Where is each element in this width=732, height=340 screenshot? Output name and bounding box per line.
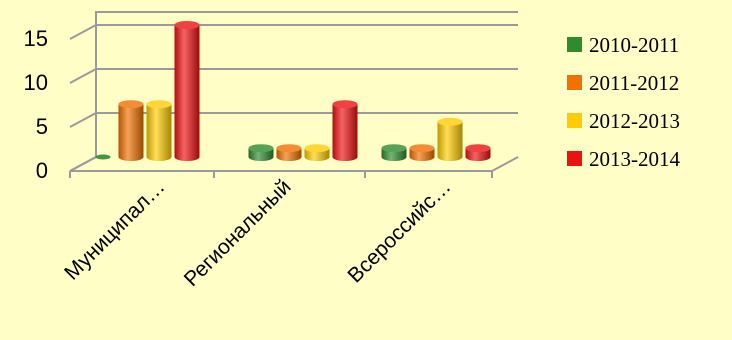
- bar: [276, 144, 302, 161]
- gridlines: [69, 24, 518, 172]
- y-tick-label: 0: [36, 158, 48, 183]
- category-label: Всероссийс…: [343, 175, 455, 287]
- bar-body: [146, 104, 172, 161]
- gridline-diagonal: [69, 112, 97, 128]
- gridline-diagonal: [69, 68, 97, 84]
- bar-top: [437, 117, 463, 126]
- category-label: Муниципал…: [60, 175, 169, 284]
- bar: [118, 100, 144, 161]
- bar-top: [276, 144, 302, 153]
- bar: [95, 154, 111, 160]
- category-label: Региональный: [180, 175, 296, 291]
- bar-body: [437, 121, 463, 161]
- y-tick-label: 15: [24, 26, 48, 51]
- bar-body: [118, 104, 144, 161]
- y-tick-label: 10: [24, 70, 48, 95]
- legend-label: 2013-2014: [589, 147, 680, 171]
- bar-top: [304, 144, 330, 153]
- legend-swatch: [567, 113, 582, 128]
- bar: [304, 144, 330, 161]
- bar-body: [174, 25, 200, 161]
- bar-top: [381, 144, 407, 153]
- legend-swatch: [567, 151, 582, 166]
- legend-label: 2011-2012: [589, 71, 679, 95]
- legend-item: 2011-2012: [567, 71, 679, 95]
- bar: [409, 144, 435, 161]
- bar: [174, 21, 200, 161]
- bar-flat: [95, 154, 111, 160]
- bar-top: [248, 144, 274, 153]
- category-labels: Муниципал… Региональный Всероссийс…: [60, 175, 455, 291]
- legend-item: 2012-2013: [567, 109, 680, 133]
- legend-swatch: [567, 75, 582, 90]
- bar: [437, 117, 463, 161]
- legend-item: 2010-2011: [567, 33, 679, 57]
- bar: [465, 144, 491, 161]
- y-tick-label: 5: [36, 114, 48, 139]
- bar-top: [409, 144, 435, 153]
- bar-top: [174, 21, 200, 29]
- gridline-diagonal: [69, 24, 97, 40]
- bar-top: [146, 100, 172, 109]
- bar: [146, 100, 172, 161]
- legend-item: 2013-2014: [567, 147, 680, 171]
- legend-swatch: [567, 37, 582, 52]
- bars: [95, 21, 491, 161]
- legend-label: 2010-2011: [589, 33, 679, 57]
- floor-right-edge: [491, 156, 519, 172]
- bar: [381, 144, 407, 161]
- legend: 2010-2011 2011-2012 2012-2013 2013-2014: [567, 33, 680, 171]
- bar: [332, 100, 358, 161]
- bar-top: [465, 144, 491, 153]
- y-axis-ticks: 0 5 10 15: [24, 26, 48, 183]
- bar-top: [332, 100, 358, 109]
- bar-top: [118, 100, 144, 109]
- legend-label: 2012-2013: [589, 109, 680, 133]
- gridline-diagonal: [69, 156, 97, 172]
- bar: [248, 144, 274, 161]
- bar-body: [332, 104, 358, 161]
